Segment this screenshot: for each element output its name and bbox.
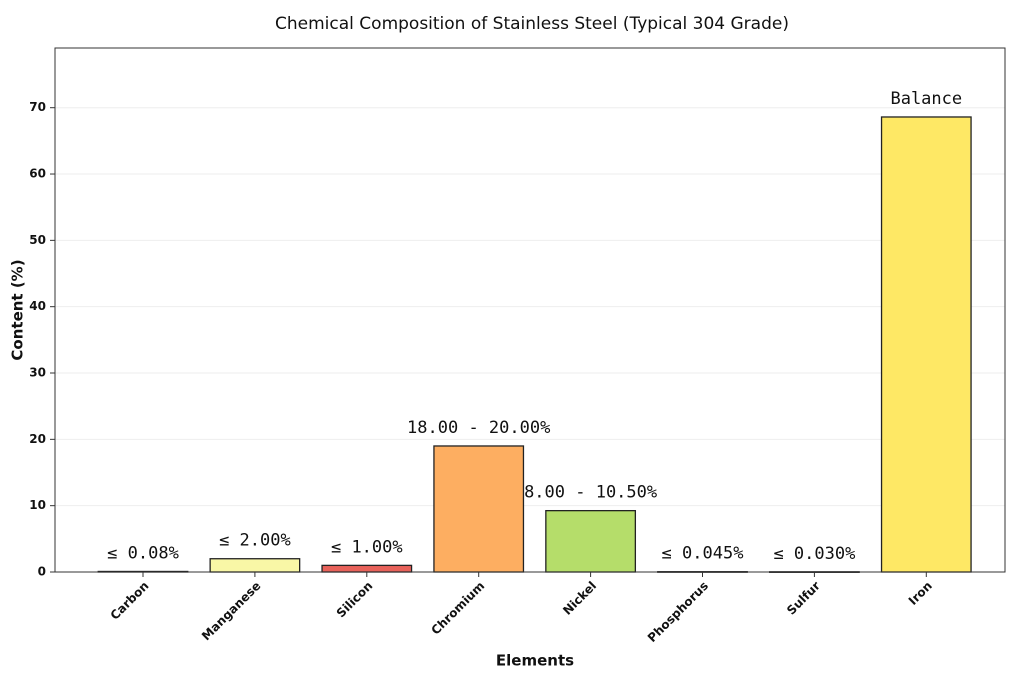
x-tick-label: Phosphorus xyxy=(645,579,711,645)
data-label: ≤ 0.045% xyxy=(662,544,744,564)
y-tick-label: 70 xyxy=(29,100,46,114)
bar xyxy=(209,558,301,573)
x-tick-label: Chromium xyxy=(428,579,487,638)
data-label: ≤ 1.00% xyxy=(331,537,403,557)
data-label: 18.00 - 20.00% xyxy=(407,418,550,438)
y-tick-label: 60 xyxy=(29,167,46,181)
chart-title: Chemical Composition of Stainless Steel … xyxy=(275,14,789,34)
y-tick-label: 10 xyxy=(29,498,46,512)
plot-frame xyxy=(54,47,1006,573)
y-tick-label: 20 xyxy=(29,432,46,446)
data-label: ≤ 0.08% xyxy=(107,543,179,563)
bar xyxy=(433,445,525,573)
x-tick-label: Nickel xyxy=(560,579,599,618)
x-tick-label: Sulfur xyxy=(784,579,823,618)
y-tick-label: 30 xyxy=(29,366,46,380)
y-axis-label: Content (%) xyxy=(9,259,27,360)
bar xyxy=(880,116,972,573)
y-tick-label: 40 xyxy=(29,299,46,313)
data-label: Balance xyxy=(890,89,962,109)
bar xyxy=(321,564,413,573)
y-tick-label: 0 xyxy=(38,565,46,579)
data-label: ≤ 0.030% xyxy=(773,544,855,564)
data-label: 8.00 - 10.50% xyxy=(524,483,657,503)
x-tick-label: Manganese xyxy=(199,579,264,644)
y-tick-label: 50 xyxy=(29,233,46,247)
x-tick-label: Iron xyxy=(906,579,935,608)
data-label: ≤ 2.00% xyxy=(219,531,291,551)
x-tick-label: Carbon xyxy=(108,579,152,623)
x-tick-label: Silicon xyxy=(334,579,376,621)
x-axis-label: Elements xyxy=(496,652,574,670)
bar xyxy=(545,509,637,573)
